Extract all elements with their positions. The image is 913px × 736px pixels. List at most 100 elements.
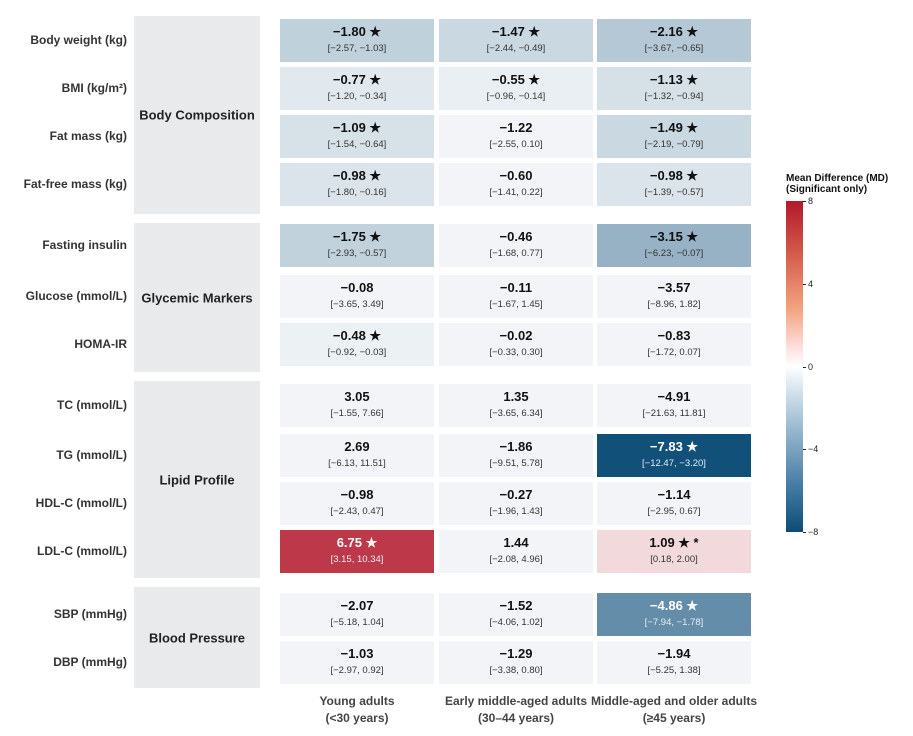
cell-mean-difference: −0.02 (499, 327, 533, 343)
row-label: Body weight (kg) (30, 33, 127, 47)
cell-confidence-interval: [−7.94, −1.78] (644, 616, 704, 628)
cell-mean-difference: −0.98 ★ (649, 167, 699, 183)
cell-mean-difference: −0.48 ★ (332, 327, 382, 343)
group-band (134, 223, 260, 372)
heatmap-cell: −0.83 [−1.72, 0.07] (597, 322, 751, 366)
group-label: Blood Pressure (148, 630, 246, 645)
heatmap-cell: −2.07 [−5.18, 1.04] (280, 592, 434, 636)
legend-tick-mark (803, 201, 806, 202)
legend-title-line1: Mean Difference (MD) (786, 173, 889, 184)
heatmap-cell: −4.91 [−21.63, 11.81] (597, 383, 751, 427)
cell-mean-difference: 6.75 ★ (336, 534, 378, 550)
legend-tick-label: −8 (808, 527, 819, 537)
cell-confidence-interval: [−4.06, 1.02] (489, 616, 543, 628)
cell-confidence-interval: [−1.54, −0.64] (327, 138, 387, 150)
heatmap-cell: 6.75 ★ [3.15, 10.34] (280, 529, 434, 573)
cell-confidence-interval: [−1.68, 0.77] (489, 247, 543, 259)
cell-confidence-interval: [−3.65, 3.49] (330, 298, 384, 310)
legend-tick-mark (803, 532, 806, 533)
row-label: HDL-C (mmol/L) (35, 496, 127, 510)
heatmap-cell: −1.80 ★ [−2.57, −1.03] (280, 18, 434, 62)
cell-confidence-interval: [−3.65, 6.34] (489, 407, 543, 419)
cell-mean-difference: −3.57 (657, 279, 691, 295)
cell-mean-difference: 1.35 (503, 388, 529, 404)
row-label: Fat mass (kg) (49, 129, 127, 143)
group-band (134, 587, 260, 688)
cell-confidence-interval: [−1.20, −0.34] (327, 90, 387, 102)
heatmap-cell: −0.11 [−1.67, 1.45] (439, 274, 593, 318)
heatmap-cell: −1.52 [−4.06, 1.02] (439, 592, 593, 636)
heatmap-cell: −0.27 [−1.96, 1.43] (439, 481, 593, 525)
heatmap-cell: −0.98 [−2.43, 0.47] (280, 481, 434, 525)
column-label-line2: (<30 years) (325, 711, 389, 725)
heatmap-cell: −0.55 ★ [−0.96, −0.14] (439, 66, 593, 110)
cell-confidence-interval: [−1.39, −0.57] (644, 186, 704, 198)
cell-confidence-interval: [−2.43, 0.47] (330, 505, 384, 517)
heatmap-cell: −1.13 ★ [−1.32, −0.94] (597, 66, 751, 110)
legend-tick-label: 4 (808, 278, 814, 289)
cell-confidence-interval: [−6.13, 11.51] (328, 457, 386, 469)
legend-tick-label: 8 (808, 196, 814, 206)
cell-mean-difference: −4.86 ★ (649, 597, 699, 613)
cell-mean-difference: 1.44 (503, 534, 529, 550)
heatmap-cell: −0.02 [−0.33, 0.30] (439, 322, 593, 366)
cell-mean-difference: −2.16 ★ (649, 23, 699, 39)
row-label: Fasting insulin (42, 238, 127, 252)
cell-confidence-interval: [−0.96, −0.14] (486, 90, 546, 102)
column-label-line1: Young adults (319, 694, 395, 708)
column-label-line2: (≥45 years) (642, 711, 706, 725)
heatmap-cell: 2.69 [−6.13, 11.51] (280, 433, 434, 477)
cell-confidence-interval: [−1.55, 7.66] (330, 407, 384, 419)
cell-confidence-interval: [−1.80, −0.16] (327, 186, 387, 198)
cell-mean-difference: −1.52 (499, 597, 533, 613)
heatmap-cell: −1.09 ★ [−1.54, −0.64] (280, 114, 434, 158)
group-band (134, 381, 260, 578)
cell-confidence-interval: [−1.67, 1.45] (489, 298, 543, 310)
cell-mean-difference: −2.07 (340, 597, 374, 613)
legend-color-bar (786, 201, 803, 532)
cell-mean-difference: −0.98 (340, 486, 374, 502)
group-label: Lipid Profile (159, 472, 235, 487)
row-label: BMI (kg/m²) (61, 81, 127, 95)
heatmap-cell: −1.47 ★ [−2.44, −0.49] (439, 18, 593, 62)
heatmap-cell: −4.86 ★ [−7.94, −1.78] (597, 592, 751, 636)
row-label: SBP (mmHg) (53, 607, 127, 621)
heatmap-cell: −1.94 [−5.25, 1.38] (597, 640, 751, 684)
cell-mean-difference: −0.27 (499, 486, 533, 502)
cell-mean-difference: −1.13 ★ (649, 71, 699, 87)
group-label: Glycemic Markers (141, 290, 253, 305)
cell-confidence-interval: [−2.08, 4.96] (489, 553, 543, 565)
cell-confidence-interval: [−6.23, −0.07] (644, 247, 704, 259)
cell-confidence-interval: [−2.55, 0.10] (489, 138, 543, 150)
cell-mean-difference: −1.09 ★ (332, 119, 382, 135)
legend-title: Mean Difference (MD) (Significant only) (786, 173, 888, 195)
cell-mean-difference: −1.22 (499, 119, 533, 135)
column-label-line1: Middle-aged and older adults (590, 694, 757, 708)
group-band (134, 16, 260, 214)
cell-mean-difference: −0.11 (499, 279, 533, 295)
cell-mean-difference: −1.14 (657, 486, 691, 502)
cell-mean-difference: −0.55 ★ (491, 71, 541, 87)
heatmap-cell: −1.49 ★ [−2.19, −0.79] (597, 114, 751, 158)
cell-mean-difference: 3.05 (344, 388, 370, 404)
cell-mean-difference: −1.03 (340, 645, 374, 661)
cell-confidence-interval: [−3.38, 0.80] (489, 664, 543, 676)
cell-mean-difference: −0.46 (499, 228, 533, 244)
heatmap-cell: −1.22 [−2.55, 0.10] (439, 114, 593, 158)
heatmap-cell: −1.14 [−2.95, 0.67] (597, 481, 751, 525)
heatmap-cell: 1.35 [−3.65, 6.34] (439, 383, 593, 427)
cell-mean-difference: −0.60 (499, 167, 533, 183)
column-label-line2: (30–44 years) (477, 711, 555, 725)
cell-mean-difference: −0.83 (657, 327, 691, 343)
group-label: Body Composition (139, 107, 255, 123)
heatmap-cell: −1.75 ★ [−2.93, −0.57] (280, 223, 434, 267)
cell-confidence-interval: [−2.57, −1.03] (327, 42, 387, 54)
heatmap-cell: −1.86 [−9.51, 5.78] (439, 433, 593, 477)
cell-confidence-interval: [−5.25, 1.38] (647, 664, 701, 676)
legend-tick-mark (803, 283, 806, 285)
cell-mean-difference: −1.49 ★ (649, 119, 699, 135)
cell-confidence-interval: [−3.67, −0.65] (644, 42, 704, 54)
cell-confidence-interval: [−2.97, 0.92] (330, 664, 384, 676)
cell-confidence-interval: [−2.95, 0.67] (647, 505, 701, 517)
